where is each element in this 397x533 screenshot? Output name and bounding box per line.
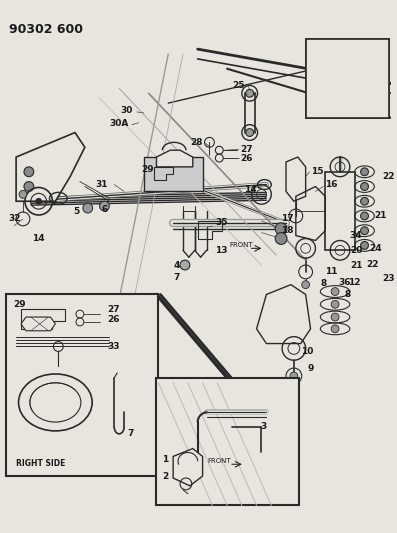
Circle shape: [360, 227, 368, 235]
Circle shape: [290, 372, 298, 380]
Text: 3: 3: [260, 423, 267, 432]
Circle shape: [360, 168, 368, 176]
Text: 22: 22: [382, 172, 395, 181]
Text: 16: 16: [325, 180, 338, 189]
Circle shape: [331, 325, 339, 333]
Text: 13: 13: [215, 246, 228, 255]
Text: 7: 7: [173, 273, 180, 282]
Text: 28: 28: [190, 138, 202, 147]
Bar: [156, 378, 299, 505]
Polygon shape: [16, 133, 85, 201]
Text: 35: 35: [215, 219, 228, 227]
Circle shape: [24, 167, 34, 177]
Circle shape: [24, 182, 34, 191]
Circle shape: [180, 260, 190, 270]
Text: 21: 21: [350, 261, 362, 270]
Circle shape: [36, 198, 42, 204]
Text: 18: 18: [281, 226, 294, 235]
Text: 31: 31: [95, 180, 107, 189]
Circle shape: [83, 203, 93, 213]
Text: 34: 34: [350, 231, 362, 240]
Circle shape: [246, 90, 254, 97]
Circle shape: [246, 128, 254, 136]
Circle shape: [19, 190, 27, 198]
Text: 5: 5: [74, 207, 80, 215]
Text: 32: 32: [8, 214, 20, 223]
Text: 21: 21: [374, 212, 387, 221]
Bar: [144, 157, 202, 191]
Text: 14: 14: [244, 185, 256, 194]
Circle shape: [100, 201, 109, 211]
Circle shape: [331, 301, 339, 308]
Polygon shape: [286, 157, 306, 201]
Text: 17: 17: [281, 214, 294, 223]
Circle shape: [275, 232, 287, 245]
Polygon shape: [21, 317, 55, 331]
Text: 27: 27: [107, 305, 120, 314]
Polygon shape: [173, 449, 202, 486]
Text: 4: 4: [173, 261, 180, 270]
Text: 6: 6: [102, 205, 108, 214]
Text: 29: 29: [13, 300, 26, 309]
Text: 15: 15: [310, 167, 323, 176]
Circle shape: [331, 313, 339, 321]
Text: 26: 26: [107, 314, 120, 324]
Text: 2: 2: [162, 472, 168, 481]
Text: 22: 22: [366, 260, 379, 269]
Circle shape: [275, 223, 287, 235]
Text: 8: 8: [345, 290, 351, 299]
Polygon shape: [156, 150, 193, 167]
Text: FRONT: FRONT: [208, 458, 231, 464]
Text: 23: 23: [382, 274, 395, 283]
Text: 7: 7: [127, 430, 133, 438]
Circle shape: [360, 212, 368, 220]
Text: 25: 25: [232, 81, 245, 90]
Text: 36: 36: [338, 278, 351, 287]
Text: 30A: 30A: [110, 119, 129, 128]
Circle shape: [360, 241, 368, 249]
Text: 26: 26: [240, 154, 252, 163]
Text: 29: 29: [141, 165, 154, 174]
Circle shape: [331, 288, 339, 295]
Text: 27: 27: [240, 145, 252, 154]
Text: 12: 12: [348, 278, 360, 287]
Bar: [6, 294, 158, 476]
Bar: [306, 39, 389, 118]
Text: 20: 20: [350, 246, 362, 255]
Text: 33: 33: [107, 342, 120, 351]
Bar: [325, 172, 355, 251]
Text: 10: 10: [301, 347, 314, 356]
Text: FRONT: FRONT: [229, 243, 253, 248]
Text: 1: 1: [162, 455, 168, 464]
Text: 24: 24: [370, 244, 382, 253]
Circle shape: [302, 281, 310, 288]
Text: 8: 8: [321, 279, 327, 288]
Polygon shape: [256, 285, 310, 344]
Circle shape: [360, 183, 368, 190]
Text: 90302 600: 90302 600: [9, 22, 83, 36]
Text: 9: 9: [307, 364, 314, 373]
Text: 14: 14: [33, 234, 45, 243]
Text: 11: 11: [325, 268, 338, 277]
Text: RIGHT SIDE: RIGHT SIDE: [16, 459, 66, 468]
Circle shape: [360, 197, 368, 205]
Text: 30: 30: [121, 107, 133, 116]
